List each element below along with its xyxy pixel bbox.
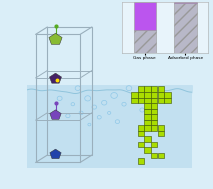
FancyBboxPatch shape <box>144 103 151 109</box>
FancyBboxPatch shape <box>158 153 164 158</box>
Polygon shape <box>49 33 62 44</box>
FancyBboxPatch shape <box>158 86 164 92</box>
Bar <box>174 3 197 53</box>
FancyBboxPatch shape <box>144 120 151 125</box>
FancyBboxPatch shape <box>164 98 171 103</box>
Bar <box>174 2 197 3</box>
FancyBboxPatch shape <box>151 92 157 98</box>
FancyBboxPatch shape <box>144 92 151 98</box>
Polygon shape <box>50 110 61 119</box>
FancyBboxPatch shape <box>158 92 164 98</box>
FancyBboxPatch shape <box>151 153 157 158</box>
FancyBboxPatch shape <box>144 86 151 92</box>
FancyBboxPatch shape <box>144 136 151 142</box>
FancyBboxPatch shape <box>151 114 157 120</box>
FancyBboxPatch shape <box>151 125 157 131</box>
FancyBboxPatch shape <box>151 98 157 103</box>
FancyBboxPatch shape <box>151 86 157 92</box>
Polygon shape <box>50 149 61 159</box>
FancyBboxPatch shape <box>131 98 138 103</box>
Bar <box>134 30 156 53</box>
FancyBboxPatch shape <box>151 108 157 114</box>
FancyBboxPatch shape <box>138 86 144 92</box>
FancyBboxPatch shape <box>138 142 144 147</box>
FancyBboxPatch shape <box>138 98 144 103</box>
FancyBboxPatch shape <box>158 98 164 103</box>
FancyBboxPatch shape <box>151 103 157 109</box>
FancyBboxPatch shape <box>131 92 138 98</box>
FancyBboxPatch shape <box>151 120 157 125</box>
FancyBboxPatch shape <box>144 108 151 114</box>
Polygon shape <box>50 73 62 83</box>
FancyBboxPatch shape <box>138 92 144 98</box>
FancyBboxPatch shape <box>158 131 164 136</box>
FancyBboxPatch shape <box>138 158 144 164</box>
Bar <box>134 2 156 30</box>
FancyBboxPatch shape <box>27 88 192 168</box>
FancyBboxPatch shape <box>151 142 157 147</box>
FancyBboxPatch shape <box>144 98 151 103</box>
FancyBboxPatch shape <box>27 23 192 93</box>
FancyBboxPatch shape <box>158 125 164 131</box>
FancyBboxPatch shape <box>138 125 144 131</box>
FancyBboxPatch shape <box>164 92 171 98</box>
FancyBboxPatch shape <box>144 114 151 120</box>
FancyBboxPatch shape <box>138 131 144 136</box>
FancyBboxPatch shape <box>144 125 151 131</box>
FancyBboxPatch shape <box>144 147 151 153</box>
